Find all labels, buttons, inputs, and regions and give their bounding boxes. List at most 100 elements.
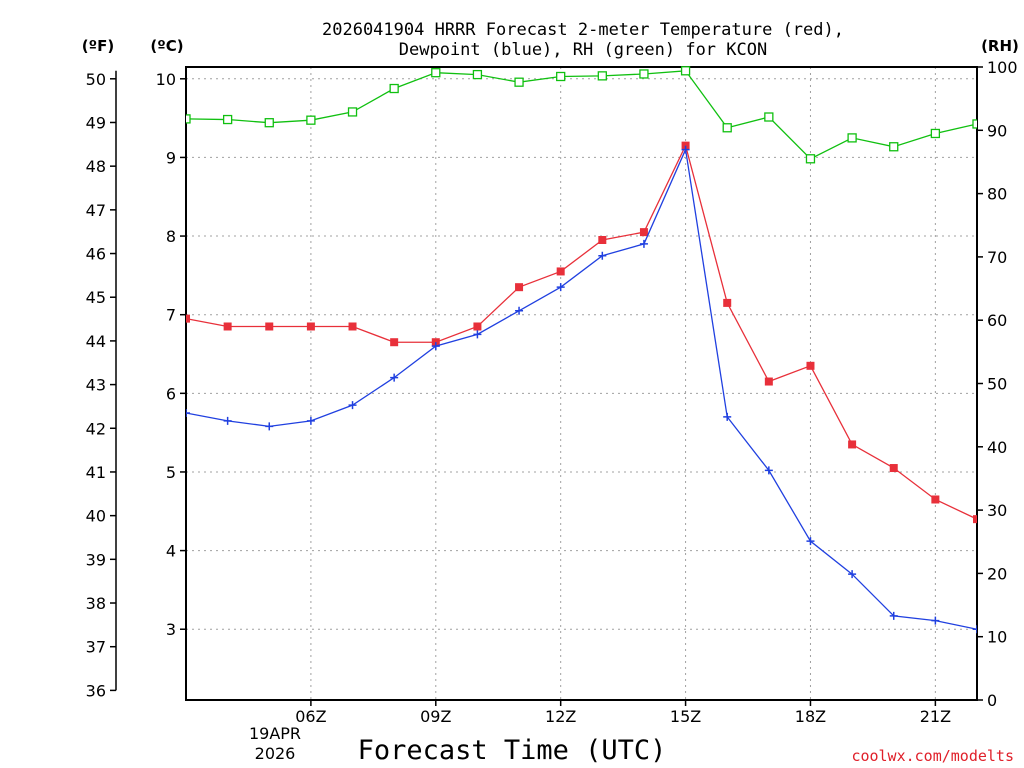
x-tick-label: 15Z	[670, 707, 701, 726]
fahrenheit-tick-label: 41	[86, 463, 106, 482]
x-axis-title: Forecast Time (UTC)	[358, 735, 667, 766]
celsius-tick-label: 10	[156, 70, 176, 89]
rh-point	[431, 68, 441, 78]
dewpoint-point	[848, 570, 857, 579]
rh-point	[680, 66, 691, 76]
celsius-tick-label: 9	[166, 148, 176, 167]
fahrenheit-tick-label: 38	[86, 594, 106, 613]
temperature-point	[348, 322, 357, 331]
rh-tick-label: 90	[987, 121, 1007, 140]
dewpoint-point	[306, 416, 315, 425]
dewpoint-point	[265, 422, 274, 431]
series-layer	[186, 66, 977, 634]
temperature-point	[390, 338, 399, 347]
fahrenheit-tick-label: 44	[86, 332, 106, 351]
temperature-point	[265, 322, 274, 331]
rh-tick-label: 80	[987, 185, 1007, 204]
rh-tick-label: 100	[987, 58, 1018, 77]
temperature-point	[973, 515, 977, 524]
fahrenheit-tick-label: 43	[86, 376, 106, 395]
rh-point	[306, 115, 316, 125]
dewpoint-point	[390, 373, 399, 382]
x-tick-label: 09Z	[420, 707, 451, 726]
temperature-point	[931, 495, 940, 504]
rh-point	[805, 154, 816, 164]
rh-point	[222, 114, 233, 125]
series-line-rh	[186, 70, 977, 160]
celsius-tick-label: 8	[166, 227, 176, 246]
series-dewpoint	[186, 145, 977, 634]
plot-frame	[185, 66, 978, 701]
dewpoint-point	[348, 401, 357, 410]
dewpoint-point	[598, 251, 607, 260]
fahrenheit-unit-label: (ºF)	[82, 37, 114, 55]
rh-point	[597, 71, 607, 81]
rh-point	[347, 107, 358, 117]
fahrenheit-tick-label: 36	[86, 681, 106, 700]
rh-tick-label: 10	[987, 628, 1007, 647]
rh-point	[472, 69, 483, 80]
date-label-day: 19APR	[249, 724, 301, 743]
rh-point	[264, 118, 274, 128]
x-tick-label: 06Z	[295, 707, 326, 726]
temperature-point	[889, 464, 898, 473]
rh-point	[556, 71, 566, 82]
temperature-point	[186, 314, 190, 323]
temperature-point	[598, 235, 607, 244]
fahrenheit-tick-label: 37	[86, 638, 106, 657]
rh-point	[722, 123, 732, 133]
rh-point	[764, 112, 774, 122]
fahrenheit-tick-label: 40	[86, 507, 106, 526]
dewpoint-point	[515, 306, 524, 315]
fahrenheit-tick-label: 42	[86, 419, 106, 438]
dewpoint-point	[186, 408, 190, 417]
dewpoint-point	[431, 342, 440, 351]
celsius-tick-label: 4	[166, 542, 176, 561]
dewpoint-point	[931, 616, 940, 625]
dewpoint-point	[556, 283, 565, 292]
fahrenheit-tick-label: 46	[86, 245, 106, 264]
rh-tick-label: 20	[987, 564, 1007, 583]
rh-point	[514, 77, 524, 87]
rh-point	[389, 83, 399, 94]
dewpoint-point	[223, 416, 232, 425]
series-temperature	[186, 141, 977, 524]
rh-tick-label: 0	[987, 691, 997, 710]
celsius-tick-label: 5	[166, 463, 176, 482]
temperature-point	[639, 228, 648, 237]
rh-tick-label: 40	[987, 438, 1007, 457]
chart-title-line1: 2026041904 HRRR Forecast 2-meter Tempera…	[322, 20, 844, 40]
celsius-tick-label: 3	[166, 620, 176, 639]
dewpoint-point	[806, 537, 815, 546]
fahrenheit-tick-label: 39	[86, 550, 106, 569]
rh-tick-label: 50	[987, 375, 1007, 394]
series-rh	[186, 66, 977, 164]
fahrenheit-tick-label: 48	[86, 157, 106, 176]
celsius-unit-label: (ºC)	[150, 37, 183, 55]
fahrenheit-tick-label: 49	[86, 113, 106, 132]
series-line-temperature	[186, 143, 977, 520]
dewpoint-point	[639, 239, 648, 248]
temperature-point	[473, 322, 482, 331]
date-label-year: 2026	[255, 744, 296, 763]
fahrenheit-tick-label: 50	[86, 70, 106, 89]
dewpoint-point	[764, 466, 773, 475]
series-line-dewpoint	[186, 147, 977, 630]
gridlines	[186, 67, 977, 700]
temperature-point	[723, 298, 732, 307]
celsius-tick-label: 6	[166, 384, 176, 403]
axes: 3456789103637383940414243444546474849500…	[86, 58, 1018, 726]
x-tick-label: 21Z	[920, 707, 951, 726]
chart-title-line2: Dewpoint (blue), RH (green) for KCON	[399, 40, 767, 60]
dewpoint-point	[681, 145, 690, 154]
rh-point	[930, 128, 941, 139]
x-tick-label: 18Z	[795, 707, 826, 726]
temperature-point	[764, 377, 773, 386]
temperature-point	[556, 267, 565, 276]
temperature-point	[515, 283, 524, 292]
rh-point	[186, 114, 191, 124]
temperature-point	[223, 322, 232, 331]
rh-tick-label: 60	[987, 311, 1007, 330]
temperature-point	[848, 440, 857, 449]
dewpoint-point	[723, 412, 732, 421]
